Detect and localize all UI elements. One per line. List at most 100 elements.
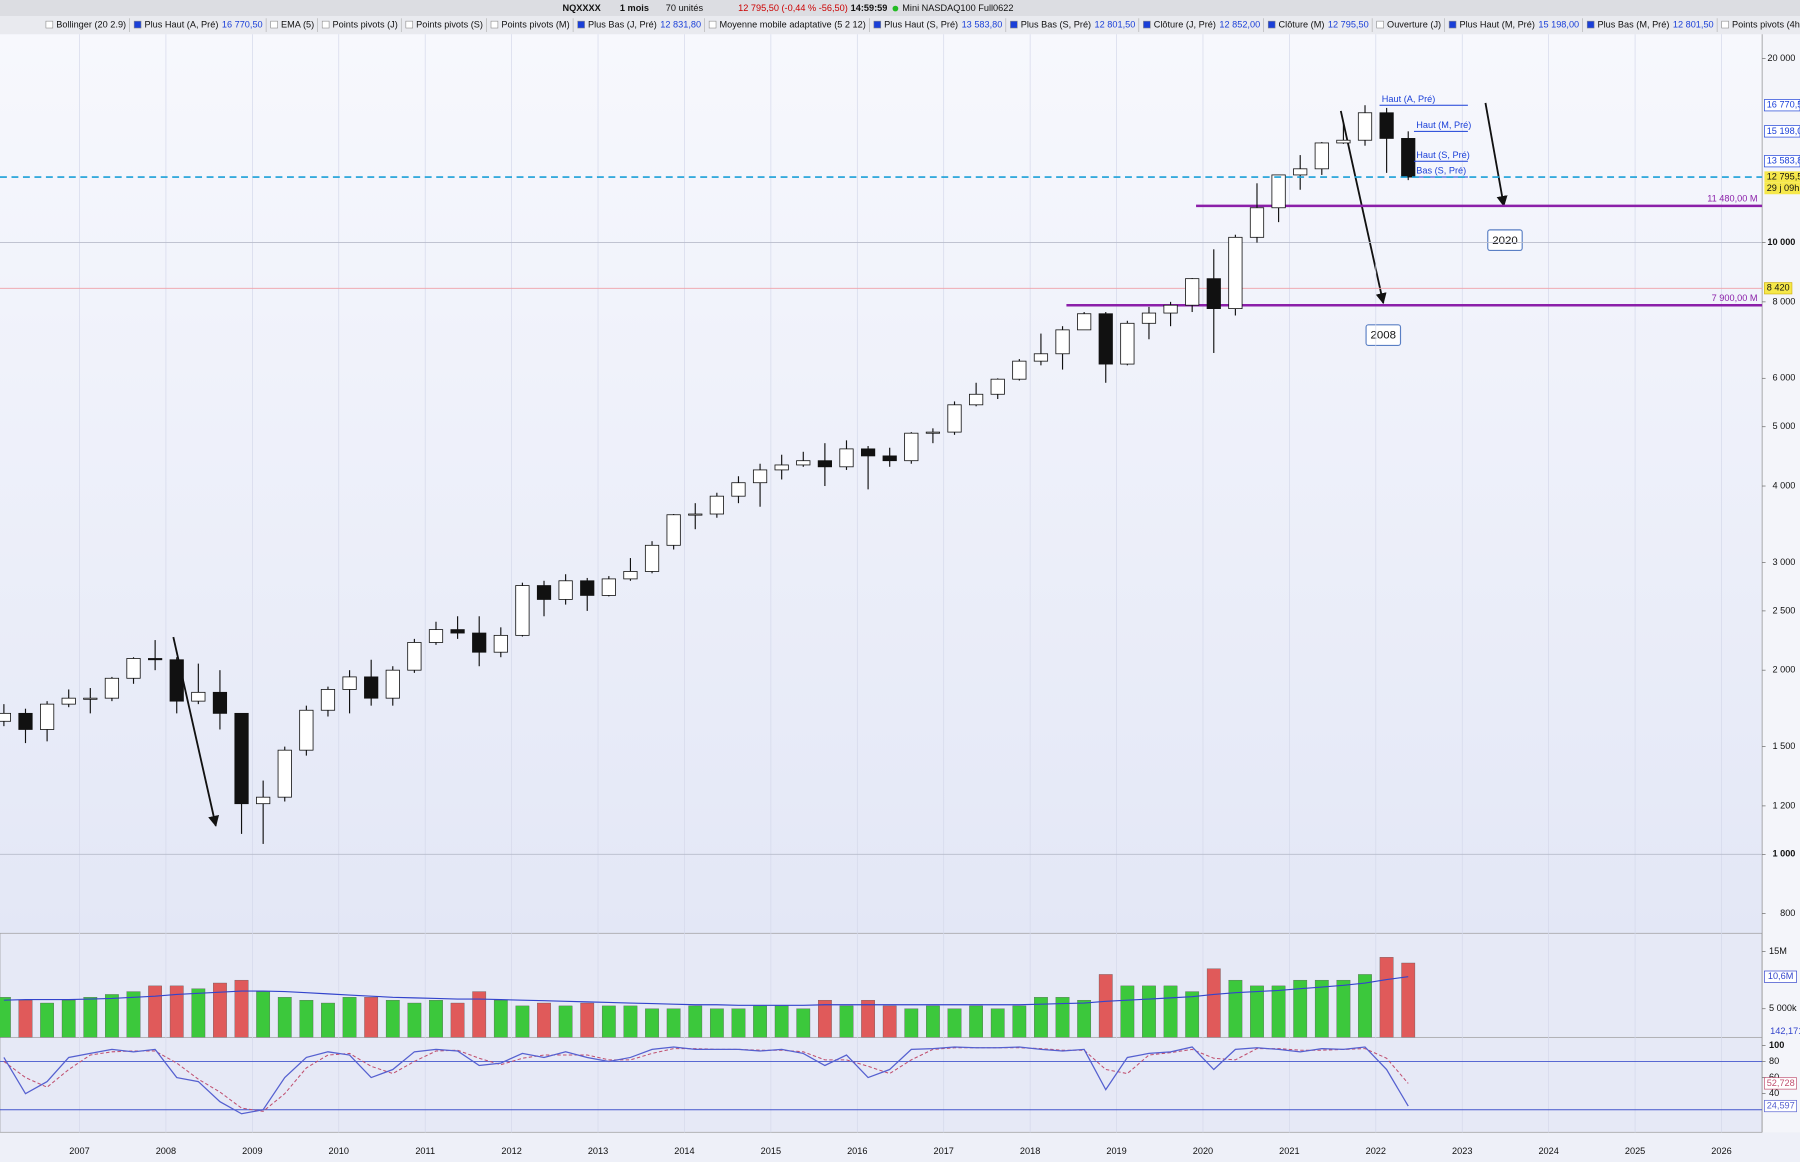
candle-body — [969, 393, 984, 406]
indicator-checkbox — [708, 20, 717, 29]
y-tick-label: 20 000 — [1767, 53, 1795, 63]
volume-bar — [1206, 968, 1221, 1038]
candle-body — [990, 378, 1005, 395]
x-tick-label: 2008 — [156, 1146, 176, 1156]
candle-body — [558, 580, 573, 600]
volume-bar — [1358, 974, 1372, 1038]
price-box — [1764, 155, 1800, 168]
candle-body — [1271, 174, 1286, 209]
candle-body — [407, 642, 422, 671]
symbol[interactable]: NQXXXX — [563, 3, 602, 13]
stochastic-panel — [0, 1036, 1763, 1133]
candle-body — [364, 676, 379, 699]
volume-bar — [1293, 979, 1308, 1038]
x-tick-label: 2010 — [329, 1146, 349, 1156]
candle-body — [666, 514, 681, 546]
volume-bar — [191, 988, 206, 1038]
indicator-name: Clôture (J, Pré) — [1154, 20, 1216, 30]
countdown-box — [1764, 182, 1800, 195]
indicator-name: Plus Haut (M, Pré) — [1459, 20, 1534, 30]
candle-body — [0, 712, 11, 722]
y-tick-label: 2 000 — [1772, 665, 1795, 675]
candle-body — [925, 431, 941, 434]
time: 14:59:59 — [851, 3, 888, 13]
indicator-name: Clôture (M) — [1279, 20, 1325, 30]
volume-bar — [882, 1005, 897, 1038]
stoch-value-label: 24,597 — [1767, 1100, 1795, 1110]
period[interactable]: 1 mois — [620, 3, 649, 13]
callout-box — [1365, 324, 1402, 346]
callout-box — [1487, 229, 1523, 252]
volume-bar — [731, 1008, 746, 1038]
stoch-value-box — [1764, 1077, 1797, 1090]
candle-body — [1098, 313, 1113, 365]
candle-body — [644, 544, 660, 572]
candle-body — [191, 691, 206, 702]
volume-bar — [537, 1002, 551, 1038]
volume-bar — [558, 1005, 573, 1038]
indicator-name: Points pivots (S) — [416, 20, 483, 30]
stoch-value-box — [1764, 1099, 1797, 1113]
volume-bar — [148, 985, 162, 1038]
indicator-value: 13 583,80 — [962, 20, 1003, 30]
y-tick-label: 2 500 — [1772, 605, 1795, 615]
volume-bar — [299, 999, 314, 1038]
volume-bar — [688, 1005, 703, 1038]
x-tick-label: 2024 — [1538, 1146, 1558, 1156]
volume-bar — [1228, 979, 1243, 1038]
callout: 2020 — [1492, 235, 1518, 247]
indicator-checkbox — [1721, 20, 1729, 29]
candle-body — [104, 677, 120, 699]
y-tick-label: 1 200 — [1772, 800, 1795, 810]
y-tick-label: 5 000 — [1772, 421, 1795, 431]
x-tick-label: 2012 — [501, 1146, 521, 1156]
indicator-value: 12 801,50 — [1095, 20, 1136, 30]
y-tick-label: 1 000 — [1772, 849, 1795, 859]
price-label: 13 583,8 — [1767, 156, 1800, 166]
volume-bar — [926, 1005, 940, 1038]
volume-bar — [493, 999, 508, 1038]
indicator-checkbox — [133, 20, 142, 29]
volume-bar — [796, 1008, 811, 1038]
units[interactable]: 70 unités — [666, 3, 704, 13]
volume-bar — [1250, 985, 1264, 1038]
y-tick-label: 800 — [1780, 908, 1795, 918]
indicator-bar — [0, 16, 1800, 35]
candle-body — [1055, 329, 1070, 355]
volume-bar — [709, 1008, 724, 1038]
candle-body — [752, 469, 768, 484]
x-tick-label: 2009 — [242, 1146, 262, 1156]
y-tick-label: 10 000 — [1767, 237, 1795, 247]
indicator-name: Points pivots (M) — [501, 20, 569, 30]
level-label: 11 480,00 M — [1707, 193, 1757, 203]
y-tick-label: 6 000 — [1772, 373, 1795, 383]
y-tick-label: 4 000 — [1772, 480, 1795, 490]
volume-bar — [1163, 985, 1178, 1038]
volume-bar — [1034, 997, 1048, 1038]
candle-body — [904, 432, 919, 462]
price-panel — [0, 34, 1763, 934]
volume-tick-label: 5 000k — [1769, 1003, 1797, 1013]
volume-ma-label: 10,6M — [1768, 971, 1794, 981]
candle-body — [148, 658, 163, 661]
candle-body — [1228, 236, 1243, 309]
x-tick-label: 2017 — [934, 1146, 954, 1156]
x-tick-label: 2015 — [761, 1146, 781, 1156]
candle-body — [536, 585, 552, 600]
candle-body — [212, 691, 228, 714]
y-tick-label: 3 000 — [1772, 557, 1795, 567]
x-tick-label: 2014 — [674, 1146, 694, 1156]
stoch-tick-label: 100 — [1769, 1040, 1784, 1050]
indicator-name: Points pivots (J) — [333, 20, 398, 30]
candle-body — [774, 464, 789, 471]
volume-bar — [1314, 979, 1329, 1038]
indicator-checkbox — [1586, 20, 1595, 29]
volume-bar — [601, 1005, 616, 1038]
indicator-checkbox — [1143, 20, 1151, 29]
candle-body — [947, 404, 962, 433]
volume-bar — [515, 1005, 530, 1038]
candle-body — [817, 460, 832, 468]
indicator-name: Moyenne mobile adaptative (5 2 12) — [719, 20, 865, 30]
prior-level-name: Haut (A, Pré) — [1382, 94, 1436, 104]
